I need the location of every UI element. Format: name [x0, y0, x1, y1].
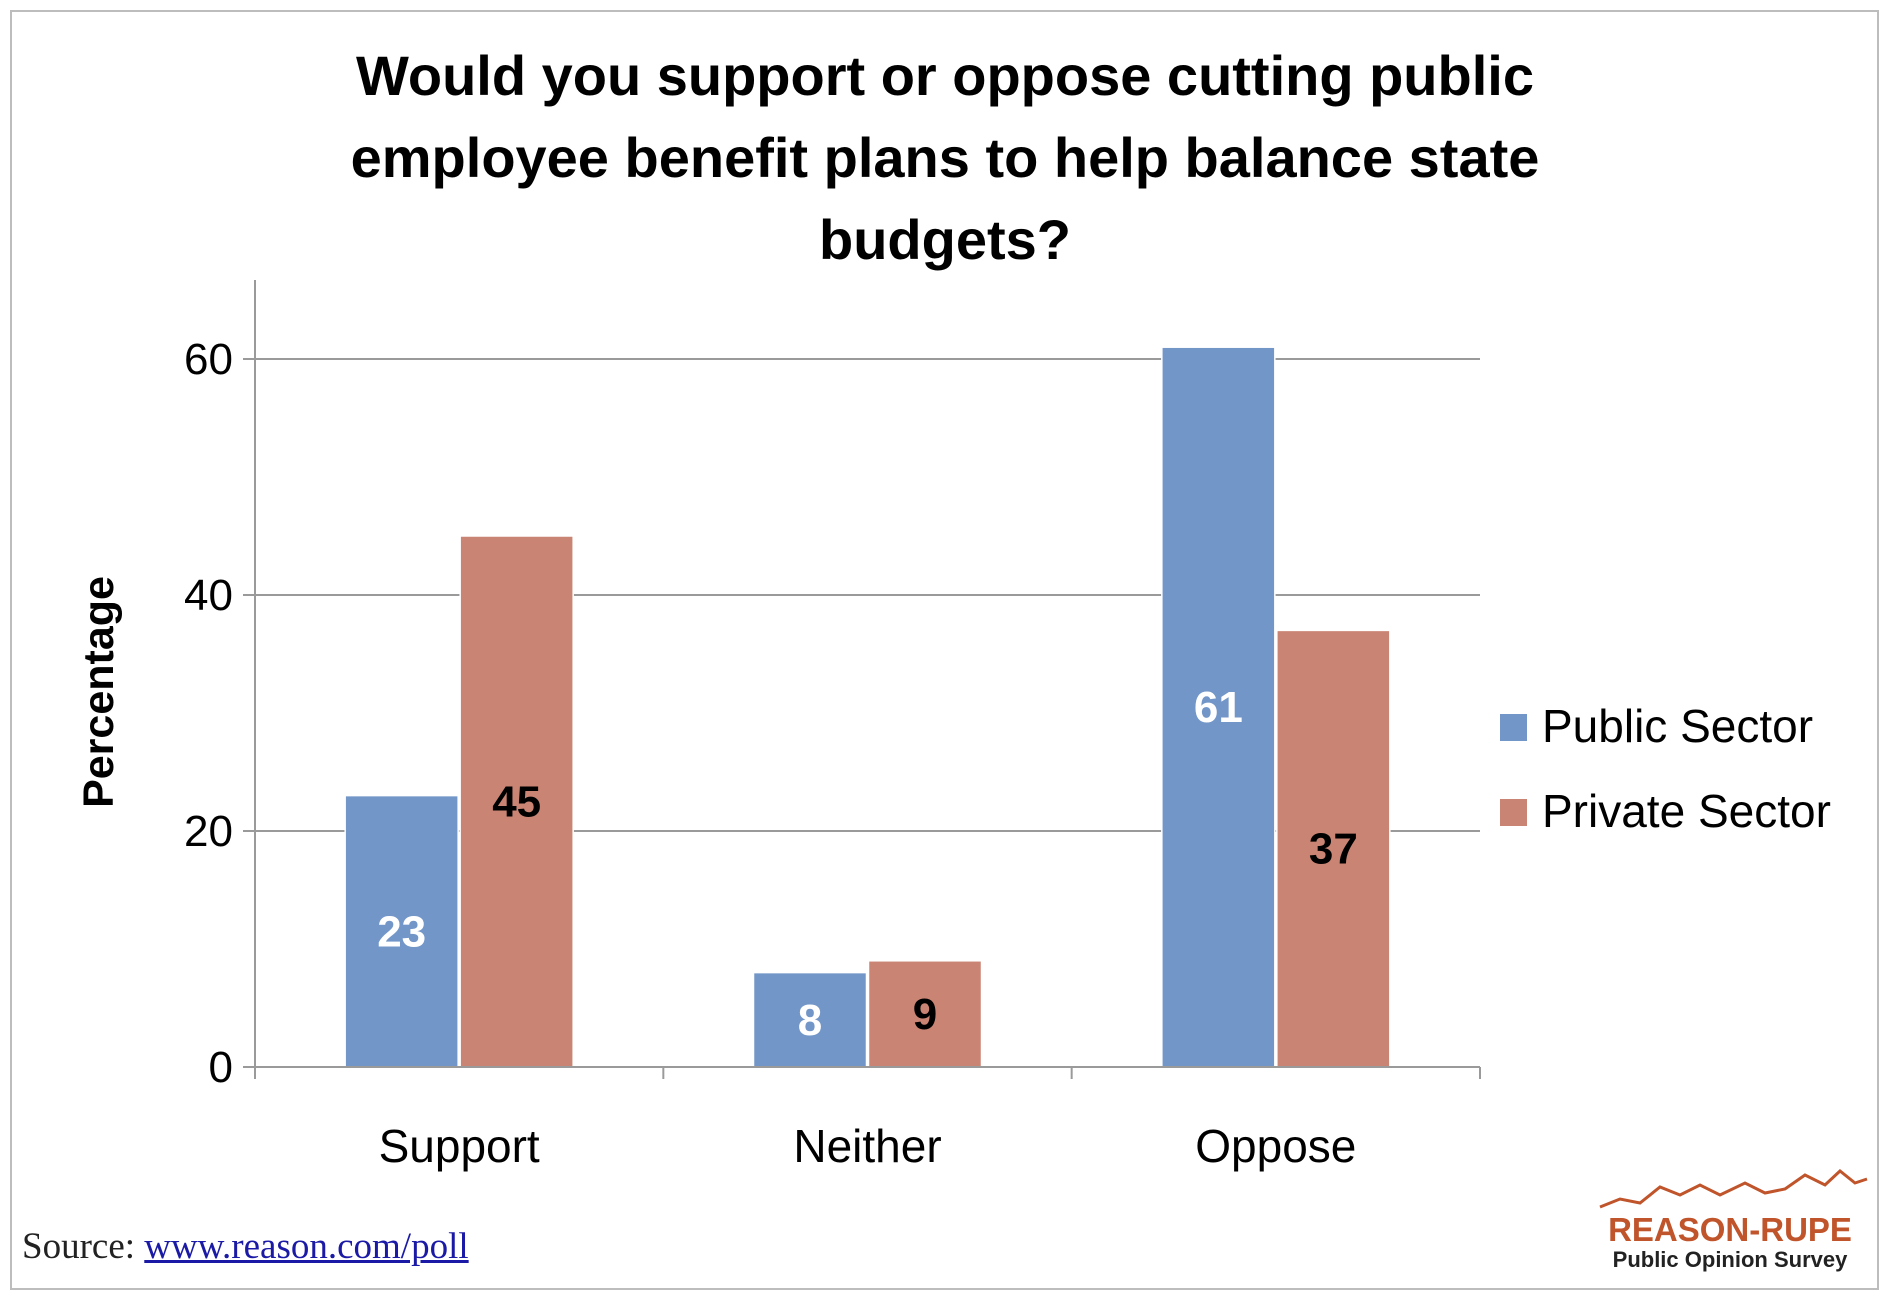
bar-private-sector-oppose: [1276, 629, 1391, 1068]
bar-public-sector-support: [344, 794, 459, 1068]
chart-frame: [10, 10, 1879, 1290]
axes: 0 20 40 60 Support Neither Oppose: [184, 280, 1481, 1172]
y-tick-label-20: 20: [184, 807, 233, 856]
source-note: Source: www.reason.com/poll: [22, 1225, 469, 1268]
y-tick-label-0: 0: [209, 1043, 233, 1092]
logo-title: REASON-RUPE: [1608, 1211, 1852, 1248]
legend-swatch-private-sector: [1500, 799, 1527, 826]
legend-label-public-sector: Public Sector: [1542, 700, 1813, 752]
data-label-private-sector-oppose: 37: [1309, 825, 1358, 874]
chart-title-line-1: Would you support or oppose cutting publ…: [356, 44, 1534, 107]
source-link[interactable]: www.reason.com/poll: [144, 1226, 469, 1267]
y-axis-label: Percentage: [75, 576, 123, 808]
data-label-public-sector-neither: 8: [798, 996, 822, 1045]
data-label-private-sector-support: 45: [492, 778, 541, 827]
chart-title-line-2: employee benefit plans to help balance s…: [351, 126, 1540, 189]
reason-rupe-logo: REASON-RUPE Public Opinion Survey: [1599, 1169, 1868, 1272]
data-label-public-sector-support: 23: [377, 907, 426, 956]
x-tick-label-support: Support: [379, 1120, 540, 1172]
x-tick-label-oppose: Oppose: [1195, 1120, 1356, 1172]
y-tick-label-40: 40: [184, 571, 233, 620]
logo-mountain-line: [1599, 1169, 1868, 1209]
bar-private-sector-support: [459, 535, 574, 1068]
data-label-private-sector-neither: 9: [913, 990, 937, 1039]
logo-subtitle: Public Opinion Survey: [1613, 1247, 1848, 1272]
legend-swatch-public-sector: [1500, 714, 1527, 741]
legend-label-private-sector: Private Sector: [1542, 785, 1831, 837]
data-label-public-sector-oppose: 61: [1194, 683, 1243, 732]
chart-title: Would you support or oppose cutting publ…: [351, 44, 1540, 271]
chart-title-line-3: budgets?: [819, 208, 1071, 271]
x-tick-label-neither: Neither: [793, 1120, 941, 1172]
bars: 23 45 8 9 61 37: [344, 346, 1391, 1068]
legend: Public Sector Private Sector: [1500, 700, 1831, 837]
source-prefix: Source:: [22, 1226, 136, 1267]
gridlines: [255, 358, 1480, 832]
y-tick-label-60: 60: [184, 335, 233, 384]
